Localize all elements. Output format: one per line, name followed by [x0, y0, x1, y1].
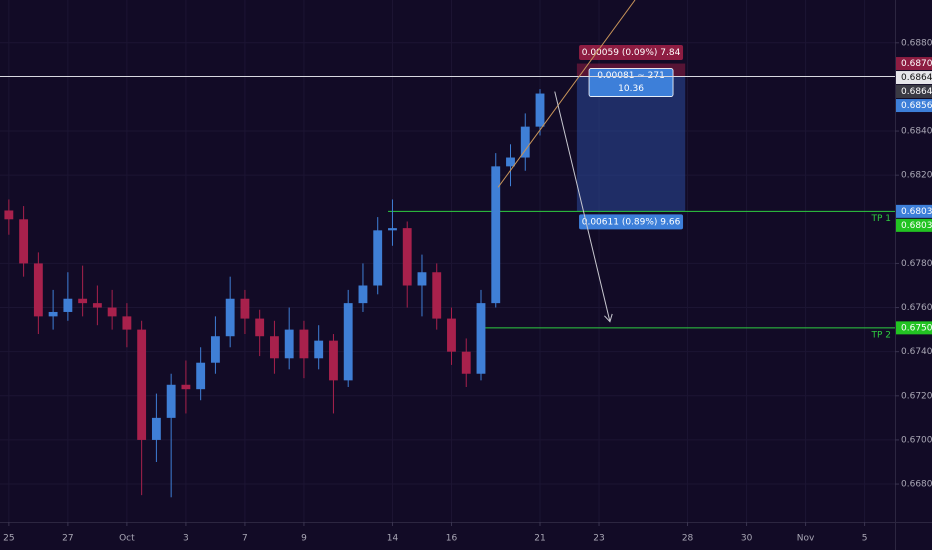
candle-body [358, 285, 368, 304]
level-name: TP 2 [870, 330, 891, 340]
candle-body [447, 318, 456, 352]
x-tick-label: 5 [862, 534, 868, 544]
price-marker [896, 57, 932, 71]
candle-body [299, 329, 309, 359]
center-label-bg [588, 68, 674, 97]
candle-body [33, 263, 43, 317]
candle-body [19, 219, 29, 264]
arrow [554, 91, 613, 323]
x-tick-label: 9 [301, 534, 307, 544]
candle-body [210, 336, 220, 363]
price-marker [896, 85, 932, 99]
target-label: 0.00611 (0.89%) 9.66 [582, 217, 681, 227]
candle-body [476, 303, 486, 374]
candle-body [225, 298, 235, 337]
price-marker-label: 0.68706 [901, 59, 932, 69]
price-marker [896, 71, 932, 85]
x-tick-label: 27 [62, 534, 73, 544]
stop-label: 0.00059 (0.09%) 7.84 [582, 48, 681, 58]
x-tick-label: 16 [446, 534, 458, 544]
price-marker-label: 0.67508 [901, 323, 932, 333]
candle-body [107, 307, 117, 317]
x-tick-label: Nov [797, 534, 815, 544]
candle-body [373, 230, 383, 286]
candle-body [402, 228, 412, 286]
price-marker-label: 0.68647 [901, 73, 932, 83]
stop-label-bg [579, 45, 684, 61]
candle-body [329, 340, 338, 381]
candle-body [4, 210, 14, 220]
trend-line [497, 0, 636, 188]
price-marker-label: 0.68036 [901, 207, 932, 217]
candle-body [196, 362, 206, 390]
price-marker-label: 0.68647 [901, 87, 932, 97]
candle-body [506, 157, 515, 167]
center-label: 10.36 [618, 84, 644, 94]
candle-body [166, 384, 176, 418]
candle-body [78, 298, 88, 304]
target-label-bg [579, 214, 684, 230]
candle-body [417, 272, 427, 286]
x-tick-label: 25 [3, 534, 14, 544]
x-tick-label: 14 [387, 534, 399, 544]
x-tick-label: Oct [119, 534, 135, 544]
x-tick-label: 21 [534, 534, 545, 544]
candle-body [48, 311, 58, 317]
candle-body [343, 303, 353, 381]
candle-body [314, 340, 324, 359]
price-marker [896, 204, 932, 218]
candle-body [520, 126, 530, 158]
price-marker [896, 321, 932, 335]
candle-body [270, 336, 279, 359]
x-tick-label: 3 [183, 534, 189, 544]
candle-body [432, 272, 442, 319]
candle-body [491, 166, 501, 304]
x-tick-label: 7 [242, 534, 248, 544]
candle-body [461, 351, 471, 374]
candle-body [535, 93, 545, 127]
candle-body [63, 298, 73, 312]
price-marker-label: 0.68034 [901, 221, 932, 231]
candle-body [240, 298, 250, 319]
level-name: TP 1 [870, 214, 891, 224]
x-tick-label: 23 [593, 534, 604, 544]
candle-body [284, 329, 294, 359]
candle-body [181, 384, 191, 390]
candle-body [388, 228, 397, 231]
candle-body [92, 303, 102, 308]
candle-body [151, 417, 161, 440]
target-zone [576, 76, 686, 212]
candle-body [255, 318, 265, 337]
price-marker [896, 99, 932, 113]
candle-body [122, 316, 132, 330]
candle-body [137, 329, 147, 440]
price-marker-label: 0.68566 [901, 101, 932, 111]
price-marker [896, 218, 932, 232]
x-tick-label: 30 [741, 534, 753, 544]
x-tick-label: 28 [682, 534, 694, 544]
